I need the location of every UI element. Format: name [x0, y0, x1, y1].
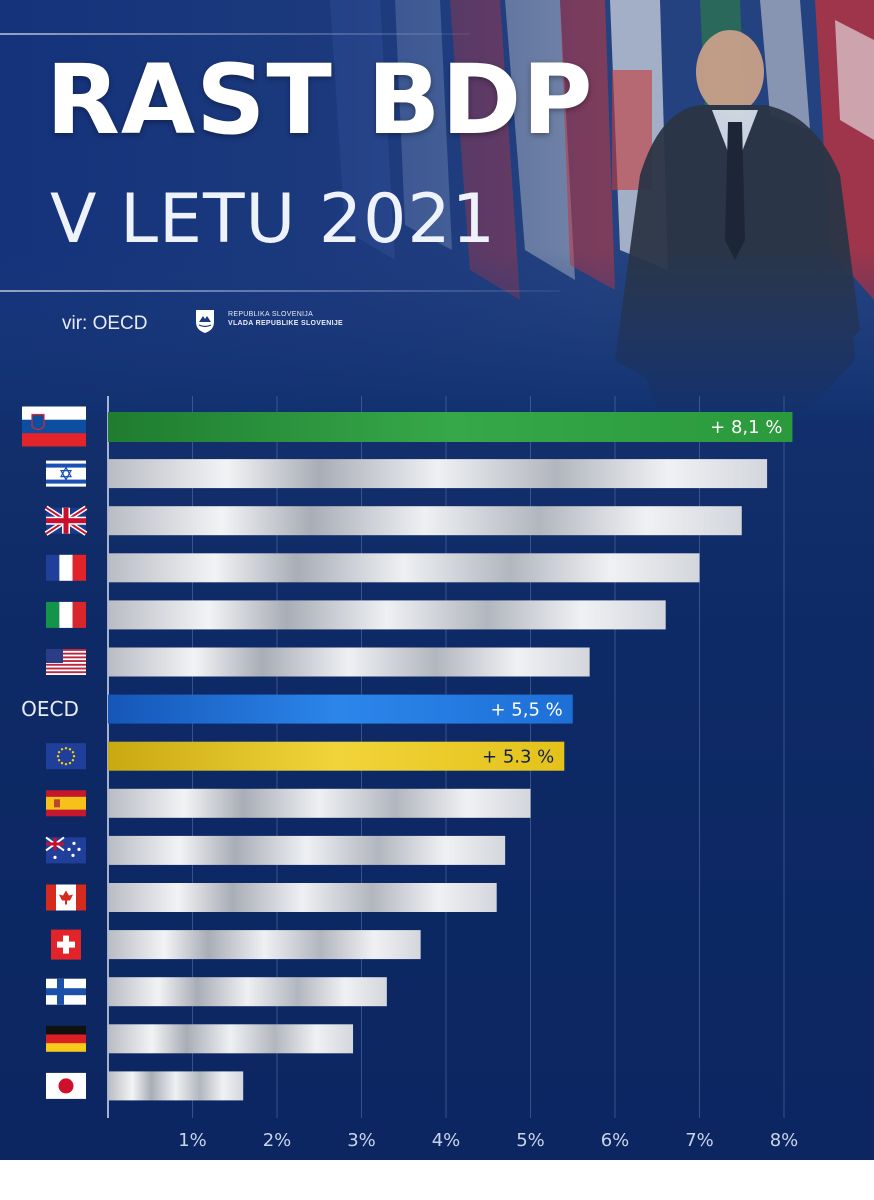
japan-flag-icon: [46, 1072, 86, 1099]
data-label: + 5.3 %: [482, 747, 554, 768]
bar-france: [108, 553, 700, 583]
government-crest-icon: [196, 310, 214, 333]
switzerland-flag-icon: [51, 929, 81, 960]
finland-flag-icon: [46, 978, 86, 1005]
page-subtitle: V LETU 2021: [50, 180, 496, 259]
bar-italy: [108, 600, 666, 630]
bar-uk: [108, 506, 742, 536]
bar-usa: [108, 647, 590, 677]
x-tick-label: 4%: [432, 1130, 461, 1151]
government-logo-text: REPUBLIKA SLOVENIJA VLADA REPUBLIKE SLOV…: [228, 310, 343, 328]
gov-line-2: VLADA REPUBLIKE SLOVENIJE: [228, 320, 343, 327]
gov-line-1: REPUBLIKA SLOVENIJA: [228, 311, 314, 318]
x-tick-label: 6%: [601, 1130, 630, 1151]
x-tick-label: 3%: [347, 1130, 376, 1151]
x-tick-label: 8%: [770, 1130, 799, 1151]
germany-flag-icon: [46, 1025, 86, 1052]
bar-australia: [108, 835, 506, 865]
bar-slovenia: [108, 412, 793, 442]
data-label: + 8,1 %: [710, 417, 782, 438]
usa-flag-icon: [46, 649, 86, 675]
oecd-label: OECD: [21, 697, 79, 721]
infographic: RAST BDP V LETU 2021 vir: OECD REPUBLIKA…: [0, 0, 874, 1160]
bar-canada: [108, 883, 497, 912]
bar-oecd: [108, 694, 573, 724]
source-label: vir: OECD: [62, 313, 148, 334]
bar-japan: [108, 1071, 244, 1101]
uk-flag-icon: [44, 505, 88, 536]
gdp-bar-chart: + 8,1 % + 5,5 % + 5.3 % OECD 1% 2% 3% 4% 5% 6% 7…: [21, 396, 799, 1151]
page-title: RAST BDP: [46, 44, 594, 156]
data-label: + 5,5 %: [490, 700, 562, 721]
eu-flag-icon: [46, 743, 86, 770]
x-tick-label: 5%: [516, 1130, 545, 1151]
bar-finland: [108, 977, 387, 1007]
x-tick-label: 7%: [685, 1130, 714, 1151]
x-tick-label: 1%: [178, 1130, 207, 1151]
flags-backdrop: [0, 0, 874, 420]
bar-germany: [108, 1024, 354, 1054]
title-rule-top: [0, 33, 470, 35]
x-tick-label: 2%: [263, 1130, 292, 1151]
bar-switzerland: [108, 930, 421, 960]
bar-spain: [108, 788, 531, 818]
italy-flag-icon: [46, 601, 86, 628]
title-rule-bottom: [0, 290, 560, 292]
australia-flag-icon: [45, 836, 86, 864]
bar-eu: [108, 741, 565, 771]
bar-israel: [108, 459, 768, 489]
france-flag-icon: [46, 554, 86, 581]
israel-flag-icon: [46, 460, 86, 487]
canada-flag-icon: [46, 884, 86, 911]
spain-flag-icon: [46, 790, 86, 817]
slovenia-flag-icon: [22, 406, 86, 447]
